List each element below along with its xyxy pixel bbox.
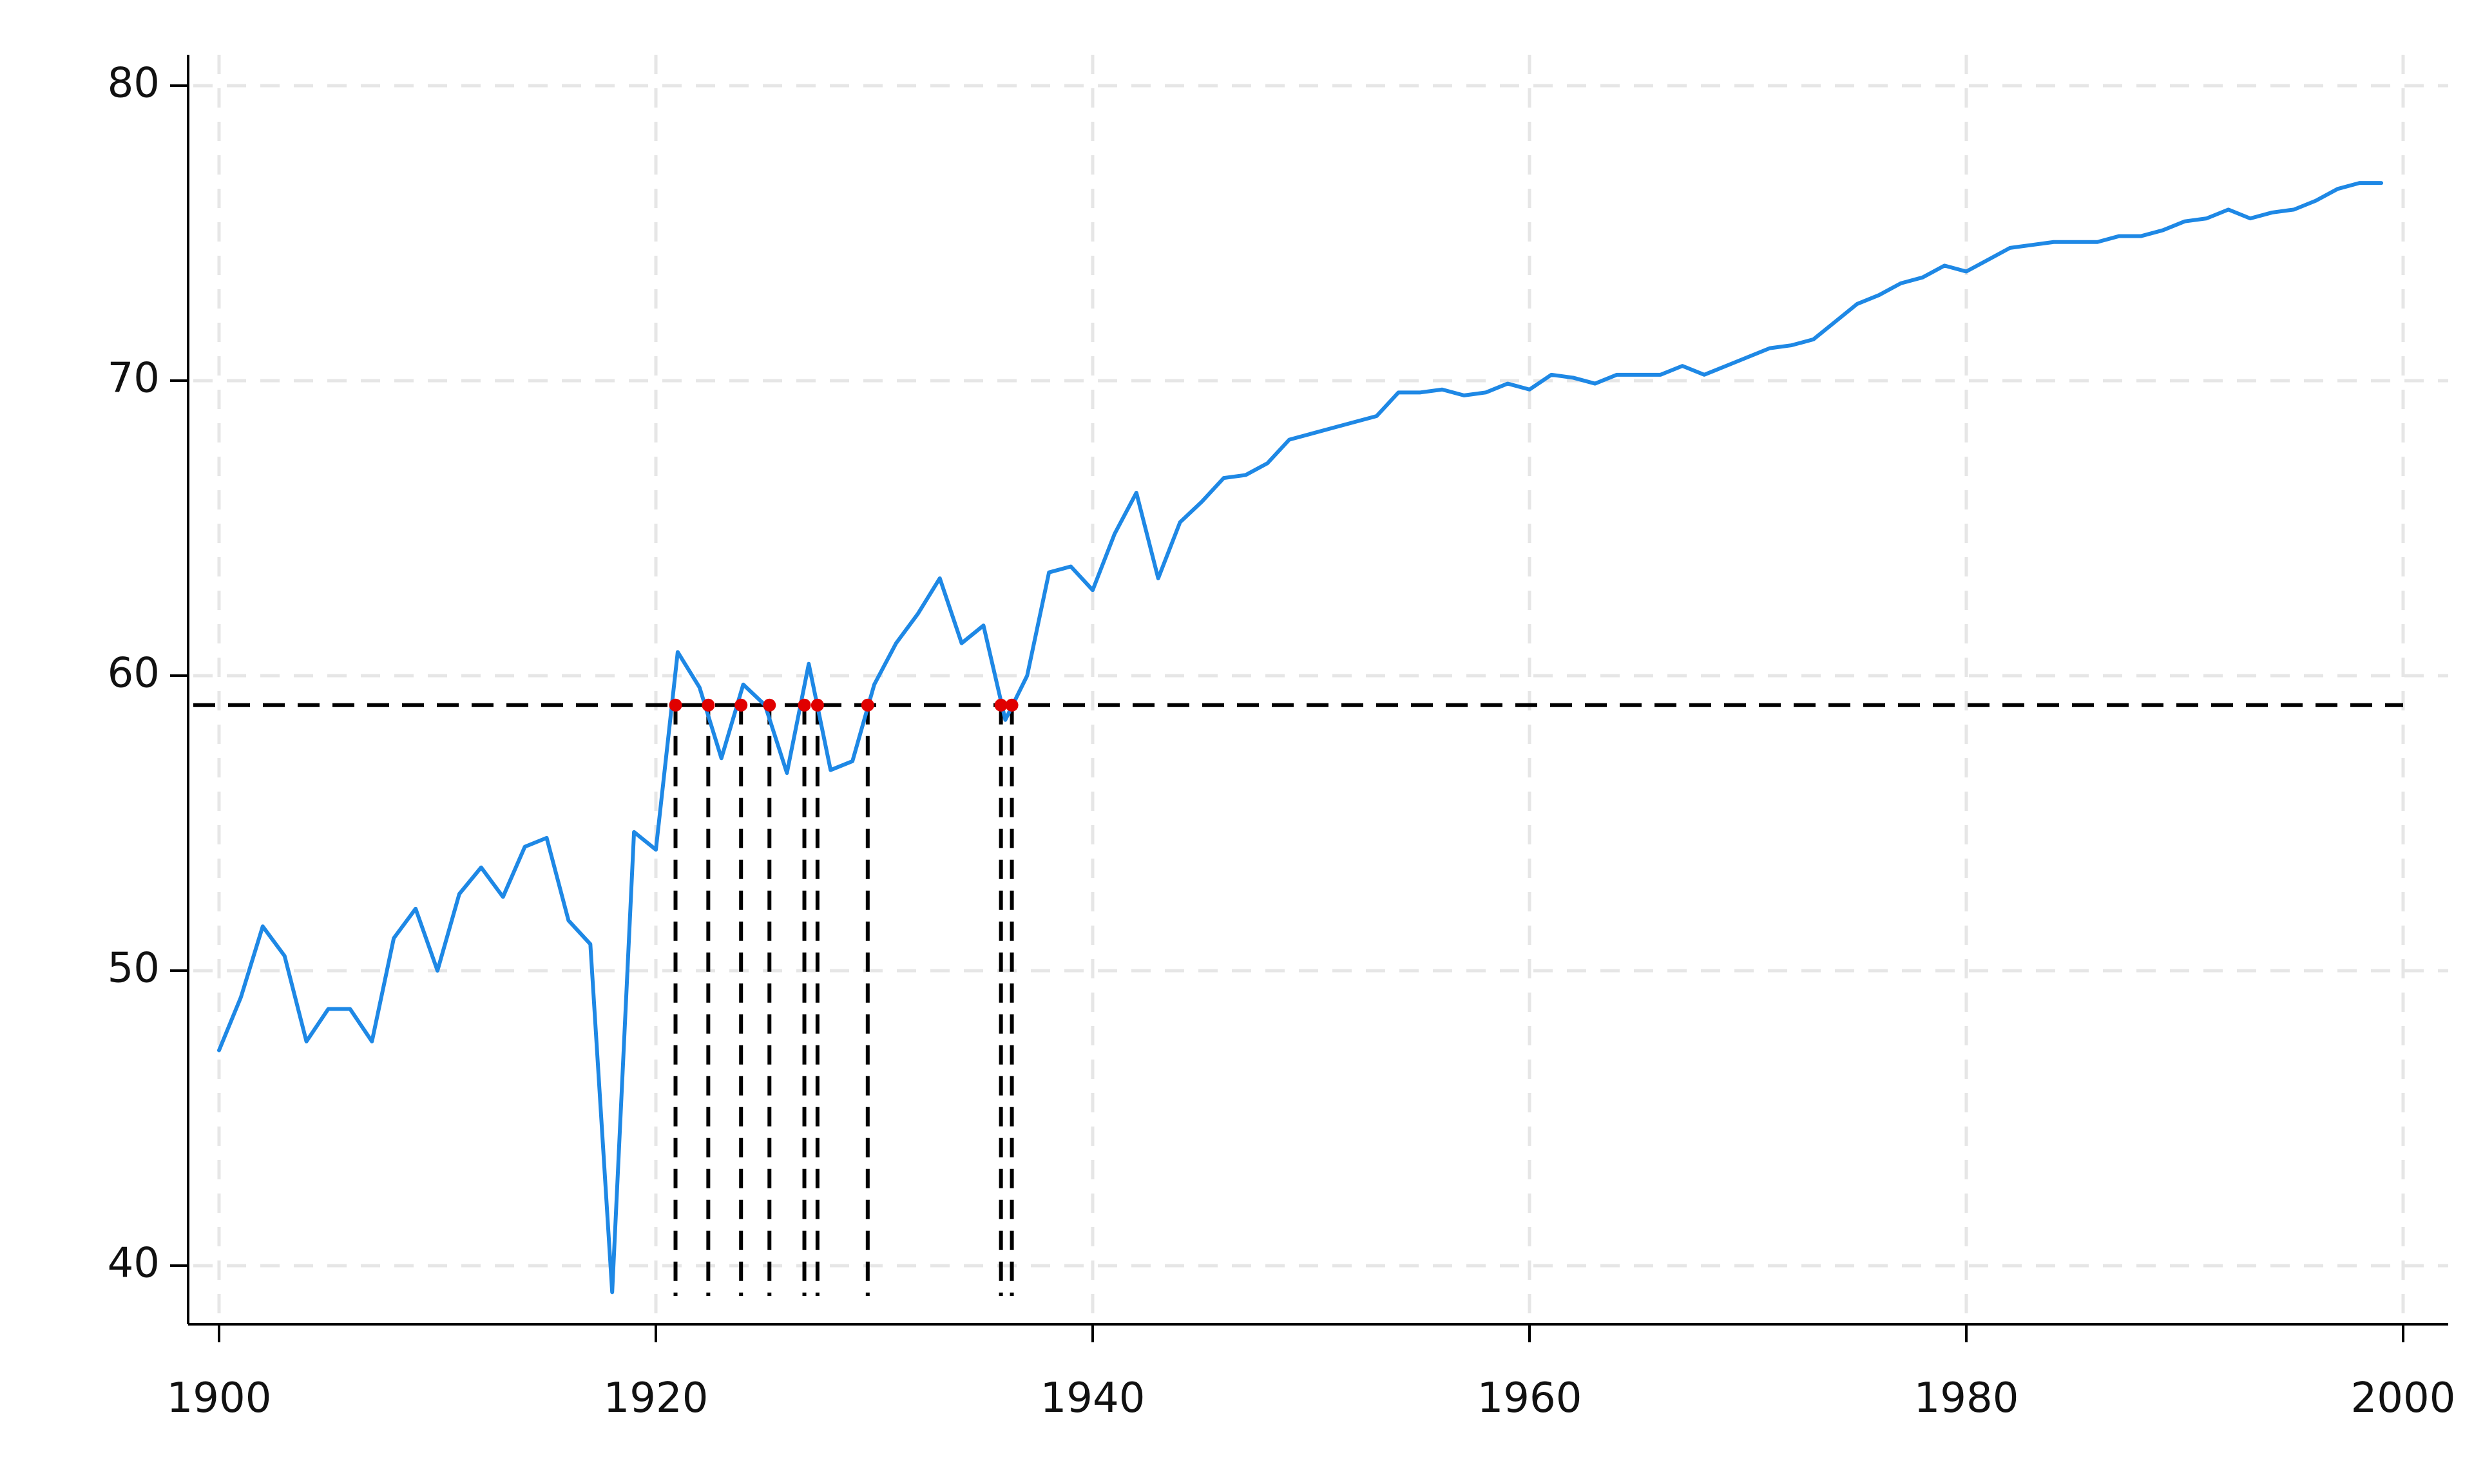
x-tick-label: 1900 — [167, 1375, 272, 1422]
crossing-point — [798, 698, 811, 712]
y-tick-label: 60 — [108, 650, 160, 698]
series-line — [217, 181, 2384, 1295]
crossing-point — [1005, 698, 1019, 712]
crossing-point — [734, 698, 748, 712]
crossing-point — [810, 698, 824, 712]
crossing-point — [994, 698, 1008, 712]
crossing-point — [861, 698, 874, 712]
x-tick-label: 1920 — [604, 1375, 709, 1422]
y-tick-label: 50 — [108, 945, 160, 993]
x-tick-label: 1940 — [1040, 1375, 1146, 1422]
y-tick-label: 40 — [108, 1240, 160, 1288]
x-tick-label: 2000 — [2351, 1375, 2456, 1422]
crossing-point — [702, 698, 715, 712]
x-tick-label: 1980 — [1914, 1375, 2019, 1422]
y-tick-label: 70 — [108, 355, 160, 403]
crossing-point — [669, 698, 682, 712]
x-tick-label: 1960 — [1477, 1375, 1582, 1422]
crossing-point — [763, 698, 776, 712]
y-tick-label: 80 — [108, 60, 160, 108]
